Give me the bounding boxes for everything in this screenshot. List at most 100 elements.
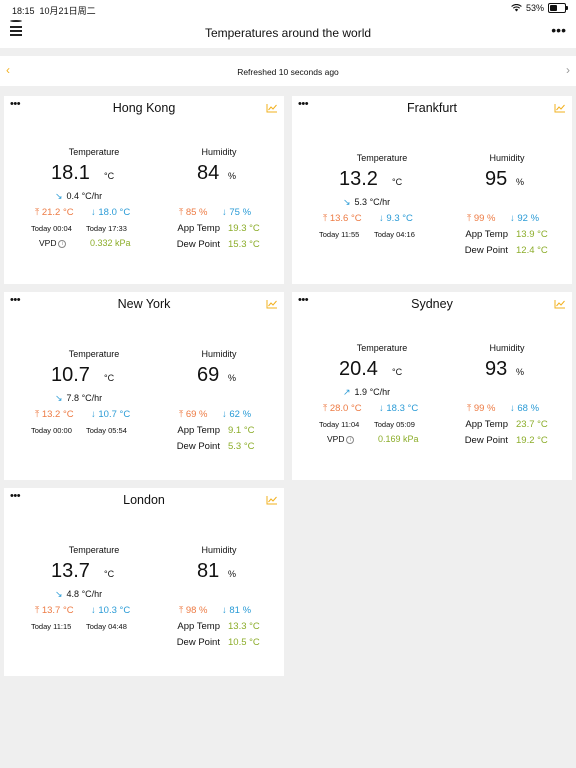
- humidity-low-value: 75 %: [229, 207, 252, 218]
- high-time: Today 11:04: [319, 420, 360, 429]
- city-card[interactable]: ••• Hong Kong Temperature 18.1 °C ↘ 0.4 °…: [4, 96, 284, 284]
- info-icon[interactable]: i: [58, 240, 67, 248]
- temperature-high-value: 13.2 °C: [41, 409, 74, 420]
- vpd-value: 0.332 kPa: [90, 238, 131, 248]
- city-name: Frankfurt: [406, 101, 457, 115]
- humidity-low-value: 81 %: [229, 605, 252, 616]
- arrow-down-icon: ↓: [379, 213, 387, 224]
- humidity-high-value: 85 %: [185, 207, 208, 218]
- temperature-trend: ↗ 1.9 °C/hr: [343, 387, 390, 398]
- humidity-label: Humidity: [201, 349, 237, 359]
- city-card[interactable]: ••• New York Temperature 10.7 °C ↘ 7.8 °C…: [4, 292, 284, 480]
- info-icon[interactable]: i: [346, 436, 355, 444]
- temperature-value: 20.4: [339, 358, 378, 380]
- hamburger-line: [10, 34, 22, 36]
- dew-point-label: Dew Point: [176, 239, 220, 250]
- battery-icon: [548, 3, 568, 13]
- temperature-label: Temperature: [68, 349, 120, 359]
- chart-icon[interactable]: [266, 296, 278, 314]
- humidity-high-value: 99 %: [473, 213, 496, 224]
- app-temp-value: 19.3 °C: [228, 223, 260, 234]
- status-bar: 18:15 10月21日周二 53%: [0, 0, 576, 18]
- humidity-value: 95: [485, 168, 508, 190]
- trend-rate-unit: °C/hr: [81, 393, 103, 403]
- humidity-low-value: 62 %: [229, 409, 252, 420]
- trend-arrow-icon: ↘: [55, 589, 63, 599]
- more-options-button[interactable]: •••: [551, 22, 566, 38]
- temperature-high-value: 13.6 °C: [329, 213, 362, 224]
- card-menu-button[interactable]: •••: [298, 294, 309, 306]
- humidity-unit: %: [228, 569, 237, 579]
- humidity-high-value: 98 %: [185, 605, 208, 616]
- temperature-low-value: 10.3 °C: [98, 605, 131, 616]
- humidity-low-value: 92 %: [517, 213, 540, 224]
- city-card[interactable]: ••• Sydney Temperature 20.4 °C ↗ 1.9 °C/h…: [292, 292, 572, 480]
- card-menu-button[interactable]: •••: [10, 98, 21, 110]
- menu-button[interactable]: [10, 20, 24, 38]
- temperature-trend: ↘ 0.4 °C/hr: [55, 191, 102, 202]
- humidity-label: Humidity: [201, 147, 237, 157]
- temperature-trend: ↘ 7.8 °C/hr: [55, 393, 102, 404]
- arrow-up-icon: ⤒: [323, 403, 330, 414]
- high-time: Today 11:15: [31, 622, 72, 631]
- dew-point-label: Dew Point: [464, 245, 508, 256]
- app-temp-label: App Temp: [177, 223, 220, 234]
- temperature-low: ↓ 10.7 °C: [91, 409, 130, 420]
- battery-percent: 53%: [525, 3, 544, 13]
- humidity-high-value: 69 %: [185, 409, 208, 420]
- temperature-high-value: 13.7 °C: [41, 605, 74, 616]
- dew-point-label: Dew Point: [464, 435, 508, 446]
- chart-icon[interactable]: [554, 296, 566, 314]
- humidity-low-value: 68 %: [517, 403, 540, 414]
- app-temp-value: 13.9 °C: [516, 229, 548, 240]
- dew-point-value: 19.2 °C: [516, 435, 548, 446]
- low-time: Today 05:54: [86, 426, 127, 435]
- trend-arrow-icon: ↘: [343, 197, 351, 207]
- chart-icon[interactable]: [266, 100, 278, 118]
- vpd-label-text: VPD: [327, 434, 345, 444]
- app-temp-label: App Temp: [177, 425, 220, 436]
- humidity-label: Humidity: [489, 343, 525, 353]
- temperature-trend: ↘ 4.8 °C/hr: [55, 589, 102, 600]
- dew-point-value: 15.3 °C: [228, 239, 260, 250]
- temperature-low: ↓ 18.0 °C: [91, 207, 130, 218]
- temperature-value: 18.1: [51, 162, 90, 184]
- humidity-label: Humidity: [201, 545, 237, 555]
- notification-dot-icon: [10, 20, 22, 22]
- arrow-down-icon: ↓: [510, 403, 518, 414]
- chevron-left-icon[interactable]: ‹: [6, 63, 10, 77]
- wifi-icon: [511, 4, 522, 12]
- city-card[interactable]: ••• Frankfurt Temperature 13.2 °C ↘ 5.3 °…: [292, 96, 572, 284]
- card-menu-button[interactable]: •••: [298, 98, 309, 110]
- arrow-down-icon: ↓: [91, 207, 99, 218]
- high-time: Today 00:00: [31, 426, 72, 435]
- trend-rate: 0.4: [66, 191, 80, 201]
- temperature-value: 13.7: [51, 560, 90, 582]
- city-name: Hong Kong: [112, 101, 176, 115]
- chevron-right-icon[interactable]: ›: [566, 63, 570, 77]
- humidity-high: ⤒ 99 %: [467, 213, 496, 224]
- temperature-value: 13.2: [339, 168, 378, 190]
- humidity-high: ⤒ 99 %: [467, 403, 496, 414]
- card-menu-button[interactable]: •••: [10, 294, 21, 306]
- date-text: 10月21日周二: [39, 6, 96, 16]
- arrow-down-icon: ↓: [91, 409, 99, 420]
- city-card[interactable]: ••• London Temperature 13.7 °C ↘ 4.8 °C/h…: [4, 488, 284, 676]
- temperature-high: ⤒ 13.2 °C: [35, 409, 74, 420]
- humidity-value: 84: [197, 162, 220, 184]
- chart-icon[interactable]: [554, 100, 566, 118]
- arrow-up-icon: ⤒: [323, 213, 330, 224]
- vpd-label: VPD i: [327, 434, 355, 444]
- clock-text: 18:15: [12, 6, 35, 16]
- humidity-value: 81: [197, 560, 220, 582]
- dew-point-value: 10.5 °C: [228, 637, 260, 648]
- high-time: Today 11:55: [319, 230, 360, 239]
- chart-icon[interactable]: [266, 492, 278, 510]
- vpd-value: 0.169 kPa: [378, 434, 419, 444]
- arrow-up-icon: ⤒: [35, 409, 42, 420]
- arrow-up-icon: ⤒: [35, 207, 42, 218]
- trend-rate: 7.8: [66, 393, 80, 403]
- card-menu-button[interactable]: •••: [10, 490, 21, 502]
- low-time: Today 05:09: [374, 420, 415, 429]
- humidity-high: ⤒ 98 %: [179, 605, 208, 616]
